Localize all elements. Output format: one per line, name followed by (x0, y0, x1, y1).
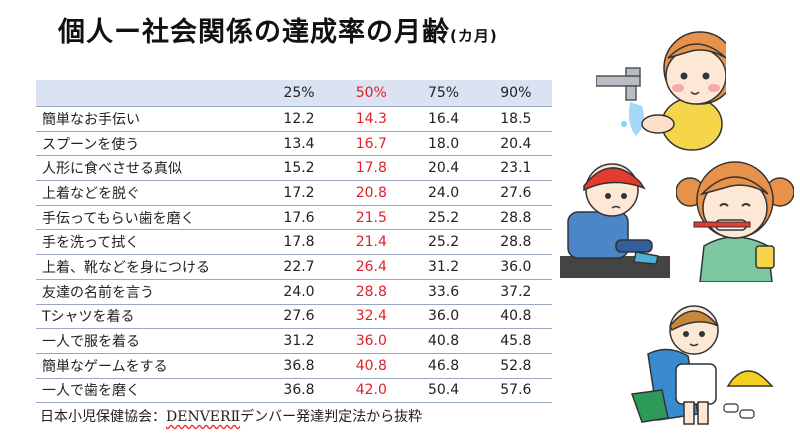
cell-p50: 28.8 (335, 279, 408, 305)
cell-p50: 20.8 (335, 180, 408, 206)
row-label: 人形に食べさせる真似 (36, 155, 263, 182)
page-title: 個人ー社会関係の達成率の月齢(カ月) (58, 10, 498, 49)
row-label: 手伝ってもらい歯を磨く (36, 205, 263, 231)
row-label: 一人で服を着る (36, 328, 263, 354)
girl-washing-hands-icon (596, 31, 726, 151)
cell-p25: 12.2 (262, 106, 336, 132)
row-label: 簡単なゲームをする (36, 353, 263, 379)
table-row: 簡単なお手伝い 12.2 14.3 16.4 18.5 (36, 106, 552, 132)
development-table: 25% 50% 75% 90% 簡単なお手伝い 12.2 14.3 16.4 18.5 ス… (36, 80, 552, 404)
cell-p75: 25.2 (407, 229, 480, 256)
row-label: 友達の名前を言う (36, 279, 263, 305)
table-row: スプーンを使う 13.4 16.7 18.0 20.4 (36, 131, 552, 157)
table-row: 一人で歯を磨く 36.8 42.0 50.4 57.6 (36, 378, 552, 404)
row-label: 上着などを脱ぐ (36, 180, 263, 206)
cell-p75: 33.6 (407, 279, 480, 305)
cell-p25: 24.0 (262, 279, 336, 305)
boy-putting-on-shoes-icon (560, 163, 670, 278)
cell-p50: 16.7 (335, 131, 408, 157)
cell-p75: 40.8 (407, 328, 480, 354)
cell-p75: 16.4 (407, 106, 480, 132)
header-75: 75% (407, 80, 480, 107)
cell-p75: 20.4 (407, 155, 480, 182)
table-row: 簡単なゲームをする 36.8 40.8 46.8 52.8 (36, 353, 552, 379)
cell-p90: 37.2 (479, 279, 552, 305)
row-label: Tシャツを着る (36, 304, 263, 330)
cell-p25: 17.8 (262, 229, 336, 256)
cell-p50: 17.8 (335, 155, 408, 182)
cell-p50: 14.3 (335, 106, 408, 132)
cell-p90: 20.4 (479, 131, 552, 157)
cell-p50: 32.4 (335, 304, 408, 330)
header-90: 90% (479, 80, 552, 107)
table-row: Tシャツを着る 27.6 32.4 36.0 40.8 (36, 304, 552, 330)
cell-p25: 13.4 (262, 131, 336, 157)
row-label: スプーンを使う (36, 131, 263, 157)
row-label: 手を洗って拭く (36, 229, 263, 256)
cell-p90: 40.8 (479, 304, 552, 330)
table-row: 友達の名前を言う 24.0 28.8 33.6 37.2 (36, 279, 552, 305)
row-label: 簡単なお手伝い (36, 106, 263, 132)
table-row: 手伝ってもらい歯を磨く 17.6 21.5 25.2 28.8 (36, 205, 552, 231)
boy-dressing-icon (630, 305, 774, 425)
cell-p75: 24.0 (407, 180, 480, 206)
header-25: 25% (262, 80, 336, 107)
cell-p75: 25.2 (407, 205, 480, 231)
cell-p75: 36.0 (407, 304, 480, 330)
cell-p75: 46.8 (407, 353, 480, 379)
cell-p50: 21.4 (335, 229, 408, 256)
table-row: 人形に食べさせる真似 15.2 17.8 20.4 23.1 (36, 155, 552, 182)
cell-p50: 40.8 (335, 353, 408, 379)
cell-p90: 27.6 (479, 180, 552, 206)
cell-p75: 50.4 (407, 378, 480, 404)
title-unit: (カ月) (450, 27, 498, 45)
cell-p90: 23.1 (479, 155, 552, 182)
source-note: 日本小児保健協会：DENVERⅡデンバー発達判定法から抜粋 (40, 406, 422, 426)
title-main: 個人ー社会関係の達成率の月齢 (58, 17, 450, 48)
header-item (36, 80, 263, 107)
cell-p50: 36.0 (335, 328, 408, 354)
table-row: 上着などを脱ぐ 17.2 20.8 24.0 27.6 (36, 180, 552, 206)
cell-p50: 21.5 (335, 205, 408, 231)
cell-p75: 18.0 (407, 131, 480, 157)
girl-brushing-teeth-icon (676, 161, 794, 282)
cell-p90: 28.8 (479, 229, 552, 256)
cell-p25: 17.2 (262, 180, 336, 206)
cell-p90: 57.6 (479, 378, 552, 404)
cell-p90: 18.5 (479, 106, 552, 132)
row-label: 一人で歯を磨く (36, 378, 263, 404)
cell-p90: 45.8 (479, 328, 552, 354)
cell-p90: 28.8 (479, 205, 552, 231)
cell-p25: 36.8 (262, 378, 336, 404)
cell-p50: 42.0 (335, 378, 408, 404)
cell-p25: 36.8 (262, 353, 336, 379)
cell-p50: 26.4 (335, 254, 408, 280)
cell-p25: 31.2 (262, 328, 336, 354)
source-suffix: デンバー発達判定法から抜粋 (240, 409, 423, 425)
cell-p25: 22.7 (262, 254, 336, 280)
cell-p25: 15.2 (262, 155, 336, 182)
header-50: 50% (335, 80, 408, 107)
table-row: 一人で服を着る 31.2 36.0 40.8 45.8 (36, 328, 552, 354)
table-header-row: 25% 50% 75% 90% (36, 80, 552, 107)
cell-p25: 27.6 (262, 304, 336, 330)
row-label: 上着、靴などを身につける (36, 254, 263, 280)
table-row: 手を洗って拭く 17.8 21.4 25.2 28.8 (36, 229, 552, 256)
table-row: 上着、靴などを身につける 22.7 26.4 31.2 36.0 (36, 254, 552, 280)
cell-p75: 31.2 (407, 254, 480, 280)
cell-p25: 17.6 (262, 205, 336, 231)
source-underlined: DENVERⅡ (166, 409, 241, 425)
cell-p90: 36.0 (479, 254, 552, 280)
source-prefix: 日本小児保健協会： (40, 409, 166, 425)
cell-p90: 52.8 (479, 353, 552, 379)
